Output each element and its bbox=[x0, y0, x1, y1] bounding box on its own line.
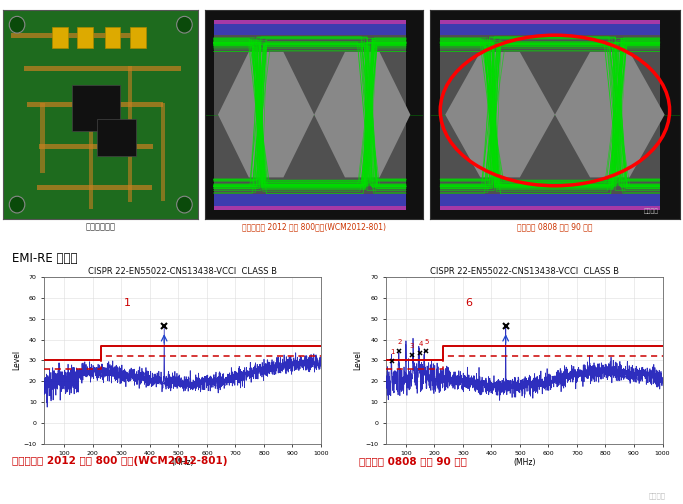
Bar bbox=[89, 110, 94, 209]
Text: 验证产品照片: 验证产品照片 bbox=[86, 223, 116, 232]
Circle shape bbox=[177, 196, 192, 213]
Bar bbox=[441, 206, 660, 210]
Text: 4: 4 bbox=[419, 341, 423, 347]
Bar bbox=[40, 103, 44, 173]
Text: 2: 2 bbox=[397, 339, 402, 345]
Bar bbox=[52, 27, 68, 48]
Polygon shape bbox=[218, 52, 314, 177]
Bar bbox=[38, 185, 152, 191]
Text: 他牌叠层 0808 共模 90 欧姆: 他牌叠层 0808 共模 90 欧姆 bbox=[359, 456, 466, 466]
Text: 6: 6 bbox=[466, 298, 473, 308]
Circle shape bbox=[177, 16, 192, 33]
Bar bbox=[214, 20, 406, 24]
Bar bbox=[104, 27, 120, 48]
Bar bbox=[441, 35, 660, 194]
Bar bbox=[441, 194, 660, 206]
Text: 台庆科绕线 2012 共模 800 欧姆(WCM2012-801): 台庆科绕线 2012 共模 800 欧姆(WCM2012-801) bbox=[12, 456, 228, 466]
Text: 3: 3 bbox=[410, 343, 415, 349]
Title: CISPR 22-EN55022-CNS13438-VCCI  CLASS B: CISPR 22-EN55022-CNS13438-VCCI CLASS B bbox=[88, 267, 277, 276]
Bar bbox=[161, 103, 165, 201]
Bar bbox=[72, 85, 120, 132]
Polygon shape bbox=[555, 52, 665, 177]
Circle shape bbox=[10, 16, 25, 33]
Bar bbox=[214, 24, 406, 35]
Text: 1: 1 bbox=[390, 349, 394, 355]
Bar bbox=[441, 24, 660, 35]
Text: 5: 5 bbox=[424, 339, 428, 345]
Bar bbox=[97, 119, 136, 157]
Y-axis label: Level: Level bbox=[12, 350, 21, 370]
Bar bbox=[11, 33, 131, 38]
Text: EMI-RE 测试：: EMI-RE 测试： bbox=[12, 251, 78, 265]
Bar bbox=[27, 102, 163, 107]
Bar bbox=[214, 194, 406, 206]
Polygon shape bbox=[314, 52, 410, 177]
Circle shape bbox=[10, 196, 25, 213]
Text: 1: 1 bbox=[124, 298, 131, 308]
Bar bbox=[39, 144, 152, 149]
Text: 唯样商城: 唯样商城 bbox=[649, 492, 666, 499]
Bar bbox=[214, 206, 406, 210]
Text: 台庆科绕线 2012 共模 800欧姆(WCM2012-801): 台庆科绕线 2012 共模 800欧姆(WCM2012-801) bbox=[242, 223, 386, 232]
Text: 唯样商城: 唯样商城 bbox=[644, 209, 659, 214]
Title: CISPR 22-EN55022-CNS13438-VCCI  CLASS B: CISPR 22-EN55022-CNS13438-VCCI CLASS B bbox=[430, 267, 619, 276]
Polygon shape bbox=[445, 52, 555, 177]
Y-axis label: Level: Level bbox=[354, 350, 363, 370]
Bar bbox=[441, 20, 660, 24]
Bar bbox=[24, 66, 180, 71]
X-axis label: (MHz): (MHz) bbox=[513, 458, 535, 467]
Bar bbox=[214, 35, 406, 194]
X-axis label: (MHz): (MHz) bbox=[171, 458, 194, 467]
Bar bbox=[130, 27, 145, 48]
Text: 他牌叠层 0808 共模 90 欧姆: 他牌叠层 0808 共模 90 欧姆 bbox=[517, 223, 592, 232]
Bar bbox=[77, 27, 93, 48]
Bar bbox=[128, 66, 133, 202]
